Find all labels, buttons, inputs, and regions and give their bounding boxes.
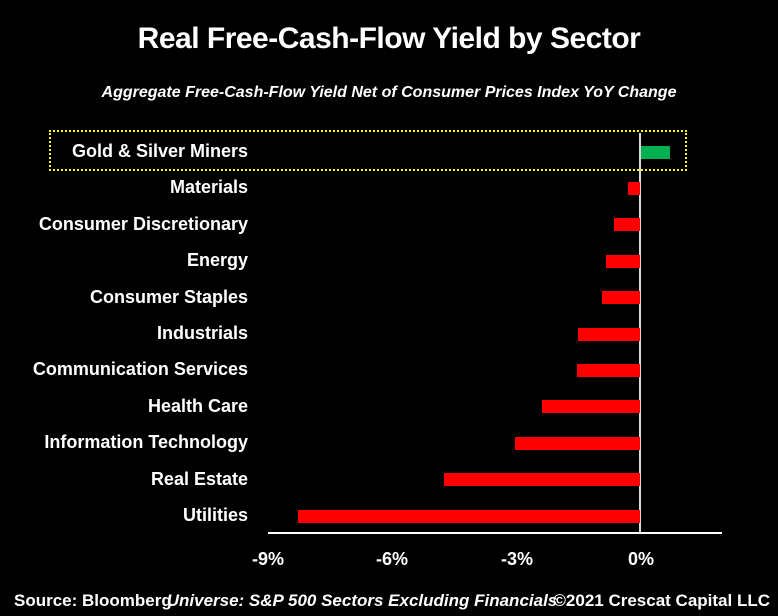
category-label-health-care: Health Care <box>147 395 248 416</box>
footer-copyright: ©2021 Crescat Capital LLC <box>553 591 770 610</box>
footer-universe: Universe: S&P 500 Sectors Excluding Fina… <box>166 591 558 610</box>
x-tick-9: -9% <box>251 549 284 569</box>
category-label-utilities: Utilities <box>182 505 248 525</box>
category-label-real-estate: Real Estate <box>150 468 248 489</box>
bar-energy <box>606 255 640 268</box>
bar-utilities <box>298 510 640 523</box>
bar-consumer-staples <box>602 291 640 304</box>
category-label-consumer-discretionary: Consumer Discretionary <box>38 213 248 234</box>
highlight-box-gold-silver-miners <box>49 130 687 171</box>
bar-gold-silver-miners <box>641 146 670 159</box>
bar-materials <box>628 182 640 195</box>
category-label-energy: Energy <box>186 250 248 271</box>
bar-communication-services <box>577 364 640 377</box>
bar-consumer-discretionary <box>614 218 640 231</box>
bar-industrials <box>578 328 640 341</box>
bar-real-estate <box>444 473 640 486</box>
chart-title: Real Free-Cash-Flow Yield by Sector <box>137 22 641 55</box>
category-label-consumer-staples: Consumer Staples <box>89 286 248 307</box>
bar-information-technology <box>515 437 640 450</box>
x-tick-0: 0% <box>627 549 654 569</box>
chart-subtitle: Aggregate Free-Cash-Flow Yield Net of Co… <box>101 84 677 101</box>
category-label-materials: Materials <box>169 177 248 198</box>
x-tick-6: -6% <box>375 549 408 569</box>
footer-source: Source: Bloomberg <box>14 591 172 610</box>
category-label-gold-silver-miners: Gold & Silver Miners <box>71 141 248 161</box>
x-axis-line <box>268 532 722 534</box>
category-label-industrials: Industrials <box>156 323 248 343</box>
category-label-information-technology: Information Technology <box>44 432 248 453</box>
bar-health-care <box>542 400 640 413</box>
x-tick-3: -3% <box>500 549 533 569</box>
zero-gridline <box>639 133 641 533</box>
category-label-communication-services: Communication Services <box>32 359 248 380</box>
